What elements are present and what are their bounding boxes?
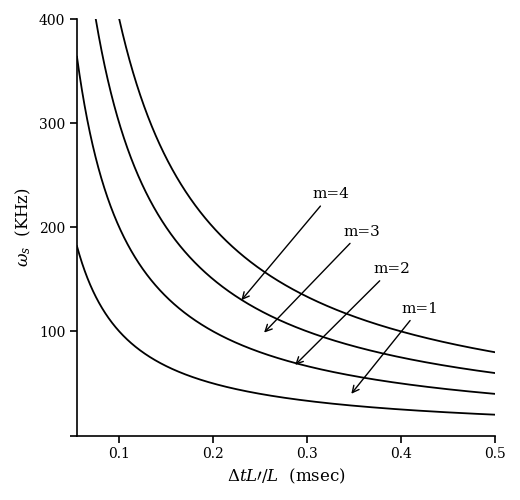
Y-axis label: $\omega_s$  (KHz): $\omega_s$ (KHz): [14, 188, 33, 268]
Text: m=1: m=1: [352, 302, 438, 392]
Text: m=3: m=3: [265, 224, 380, 332]
Text: m=2: m=2: [296, 262, 410, 364]
Text: m=4: m=4: [242, 187, 349, 299]
X-axis label: $\Delta t L\prime/L$  (msec): $\Delta t L\prime/L$ (msec): [227, 467, 345, 486]
